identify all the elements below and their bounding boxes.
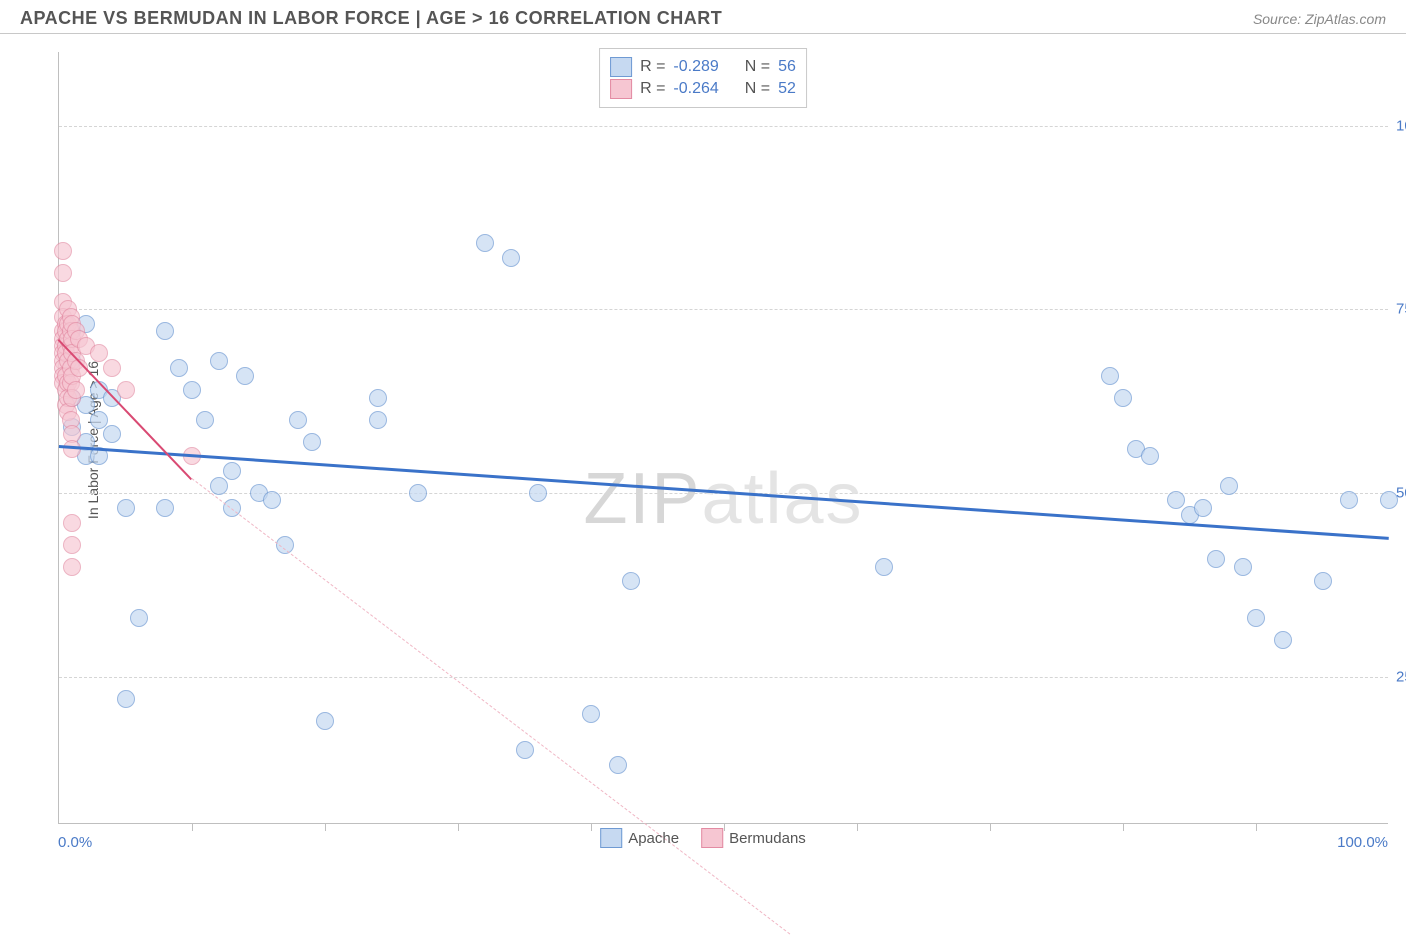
- xaxis-tick: [325, 823, 326, 831]
- data-point: [409, 484, 427, 502]
- data-point: [516, 741, 534, 759]
- series-legend-label: Bermudans: [729, 830, 806, 847]
- chart-title: APACHE VS BERMUDAN IN LABOR FORCE | AGE …: [20, 8, 722, 29]
- watermark-bold: ZIP: [583, 459, 701, 539]
- data-point: [1194, 499, 1212, 517]
- trend-line: [191, 478, 790, 935]
- correlation-legend: R = -0.289 N = 56 R = -0.264 N = 52: [599, 48, 807, 108]
- source-label: Source: ZipAtlas.com: [1253, 11, 1386, 27]
- data-point: [1247, 609, 1265, 627]
- xaxis-tick: [990, 823, 991, 831]
- gridline: [59, 126, 1388, 127]
- xaxis-tick: [591, 823, 592, 831]
- data-point: [117, 690, 135, 708]
- n-label: N =: [745, 80, 770, 98]
- data-point: [1207, 550, 1225, 568]
- data-point: [1234, 558, 1252, 576]
- data-point: [210, 352, 228, 370]
- data-point: [170, 359, 188, 377]
- data-point: [63, 514, 81, 532]
- data-point: [1380, 491, 1398, 509]
- data-point: [369, 411, 387, 429]
- data-point: [316, 712, 334, 730]
- data-point: [117, 381, 135, 399]
- legend-swatch: [610, 57, 632, 77]
- n-value: 52: [778, 80, 796, 98]
- data-point: [210, 477, 228, 495]
- data-point: [1220, 477, 1238, 495]
- chart-header: APACHE VS BERMUDAN IN LABOR FORCE | AGE …: [0, 0, 1406, 34]
- data-point: [1340, 491, 1358, 509]
- r-value: -0.289: [673, 58, 718, 76]
- xaxis-tick: [1256, 823, 1257, 831]
- series-legend-label: Apache: [628, 830, 679, 847]
- n-label: N =: [745, 58, 770, 76]
- series-legend-item: Apache: [600, 828, 679, 848]
- data-point: [90, 411, 108, 429]
- chart-plot-area: ZIPatlas 25.0%50.0%75.0%100.0%: [58, 52, 1388, 824]
- yaxis-tick-label: 75.0%: [1396, 301, 1406, 318]
- data-point: [183, 381, 201, 399]
- correlation-legend-row: R = -0.264 N = 52: [610, 79, 796, 99]
- gridline: [59, 309, 1388, 310]
- data-point: [67, 381, 85, 399]
- data-point: [875, 558, 893, 576]
- xaxis-tick: [192, 823, 193, 831]
- data-point: [130, 609, 148, 627]
- data-point: [609, 756, 627, 774]
- data-point: [1274, 631, 1292, 649]
- series-legend-item: Bermudans: [701, 828, 806, 848]
- data-point: [156, 499, 174, 517]
- data-point: [1167, 491, 1185, 509]
- n-value: 56: [778, 58, 796, 76]
- data-point: [103, 425, 121, 443]
- data-point: [263, 491, 281, 509]
- yaxis-tick-label: 100.0%: [1396, 117, 1406, 134]
- data-point: [117, 499, 135, 517]
- xaxis-label-min: 0.0%: [58, 834, 92, 851]
- data-point: [502, 249, 520, 267]
- data-point: [1101, 367, 1119, 385]
- correlation-legend-row: R = -0.289 N = 56: [610, 57, 796, 77]
- r-label: R =: [640, 58, 665, 76]
- data-point: [223, 462, 241, 480]
- data-point: [622, 572, 640, 590]
- data-point: [54, 264, 72, 282]
- xaxis-label-max: 100.0%: [1337, 834, 1388, 851]
- legend-swatch: [600, 828, 622, 848]
- r-label: R =: [640, 80, 665, 98]
- data-point: [236, 367, 254, 385]
- data-point: [156, 322, 174, 340]
- data-point: [103, 359, 121, 377]
- yaxis-tick-label: 25.0%: [1396, 668, 1406, 685]
- data-point: [289, 411, 307, 429]
- data-point: [1314, 572, 1332, 590]
- data-point: [1114, 389, 1132, 407]
- data-point: [63, 536, 81, 554]
- legend-swatch: [610, 79, 632, 99]
- r-value: -0.264: [673, 80, 718, 98]
- data-point: [54, 242, 72, 260]
- xaxis-tick: [458, 823, 459, 831]
- data-point: [196, 411, 214, 429]
- data-point: [582, 705, 600, 723]
- gridline: [59, 677, 1388, 678]
- data-point: [63, 558, 81, 576]
- xaxis-tick: [857, 823, 858, 831]
- data-point: [529, 484, 547, 502]
- xaxis-tick: [1123, 823, 1124, 831]
- data-point: [476, 234, 494, 252]
- data-point: [1141, 447, 1159, 465]
- data-point: [369, 389, 387, 407]
- data-point: [90, 344, 108, 362]
- data-point: [303, 433, 321, 451]
- series-legend: Apache Bermudans: [600, 828, 806, 848]
- legend-swatch: [701, 828, 723, 848]
